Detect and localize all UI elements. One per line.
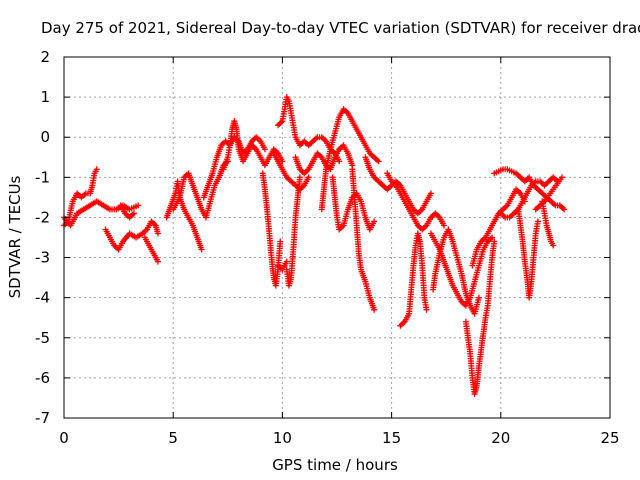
axis-ticks <box>63 56 611 419</box>
series-arc-9 <box>259 170 284 289</box>
x-tick-label: 25 <box>600 429 619 447</box>
data-point <box>371 306 378 313</box>
data-point <box>558 174 565 181</box>
y-tick-label: 1 <box>40 88 50 106</box>
x-axis-label: GPS time / hours <box>272 456 398 474</box>
data-point <box>135 202 142 209</box>
data-point <box>261 146 268 153</box>
data-point <box>475 294 482 301</box>
y-axis-label: SDTVAR / TECUs <box>6 175 24 298</box>
data-point <box>336 158 343 165</box>
y-tick-label: -1 <box>35 168 50 186</box>
series-arc-15 <box>318 106 382 213</box>
data-point <box>561 206 568 213</box>
data-point <box>283 258 290 265</box>
y-tick-label: 0 <box>40 128 50 146</box>
series-arc-26 <box>515 206 541 301</box>
data-point <box>277 238 284 245</box>
y-tick-label: -2 <box>35 208 50 226</box>
data-point <box>305 174 312 181</box>
series-arc-5 <box>163 178 205 253</box>
data-point <box>550 242 557 249</box>
x-tick-label: 15 <box>382 429 401 447</box>
series-arc-13 <box>275 258 290 273</box>
series-arc-19 <box>384 170 448 233</box>
series-arc-27 <box>532 174 565 213</box>
series-arc-2 <box>61 198 142 229</box>
data-point <box>296 174 303 181</box>
y-tick-label: -7 <box>35 409 50 427</box>
plot-frame <box>63 56 611 419</box>
series-arc-4 <box>141 234 161 265</box>
series-arc-3 <box>102 218 161 253</box>
series-arc-30 <box>117 202 137 221</box>
data-point <box>423 306 430 313</box>
data-point <box>154 258 161 265</box>
series-arc-29 <box>539 198 557 249</box>
series-arc-8 <box>220 118 286 173</box>
series-arc-28 <box>497 174 561 221</box>
series-arc-22 <box>427 230 496 309</box>
x-tick-label: 20 <box>491 429 510 447</box>
y-tick-label: -3 <box>35 249 50 267</box>
data-point <box>198 246 205 253</box>
series-arc-23 <box>462 238 498 397</box>
series-arc-12 <box>283 174 303 289</box>
series-arc-21 <box>430 226 482 317</box>
data-point <box>427 190 434 197</box>
y-tick-label: -4 <box>35 289 50 307</box>
data-point <box>534 218 541 225</box>
y-tick-label: -5 <box>35 329 50 347</box>
data-point <box>93 166 100 173</box>
y-tick-label: 2 <box>40 48 50 66</box>
data-point <box>489 234 496 241</box>
data-point <box>441 222 448 229</box>
data-point <box>375 158 382 165</box>
series-arc-17 <box>349 166 378 313</box>
x-tick-label: 10 <box>273 429 292 447</box>
y-tick-label: -6 <box>35 369 50 387</box>
data-point <box>371 218 378 225</box>
chart-title: Day 275 of 2021, Sidereal Day-to-day VTE… <box>41 19 640 37</box>
data-point <box>154 230 161 237</box>
series-arc-16 <box>329 174 378 233</box>
x-tick-label: 5 <box>168 429 178 447</box>
data-points <box>61 94 568 397</box>
data-point <box>554 178 561 185</box>
data-point <box>130 210 137 217</box>
data-point <box>491 238 498 245</box>
series-arc-6 <box>170 158 231 221</box>
series-arc-20 <box>397 230 430 329</box>
x-tick-label: 0 <box>59 429 69 447</box>
